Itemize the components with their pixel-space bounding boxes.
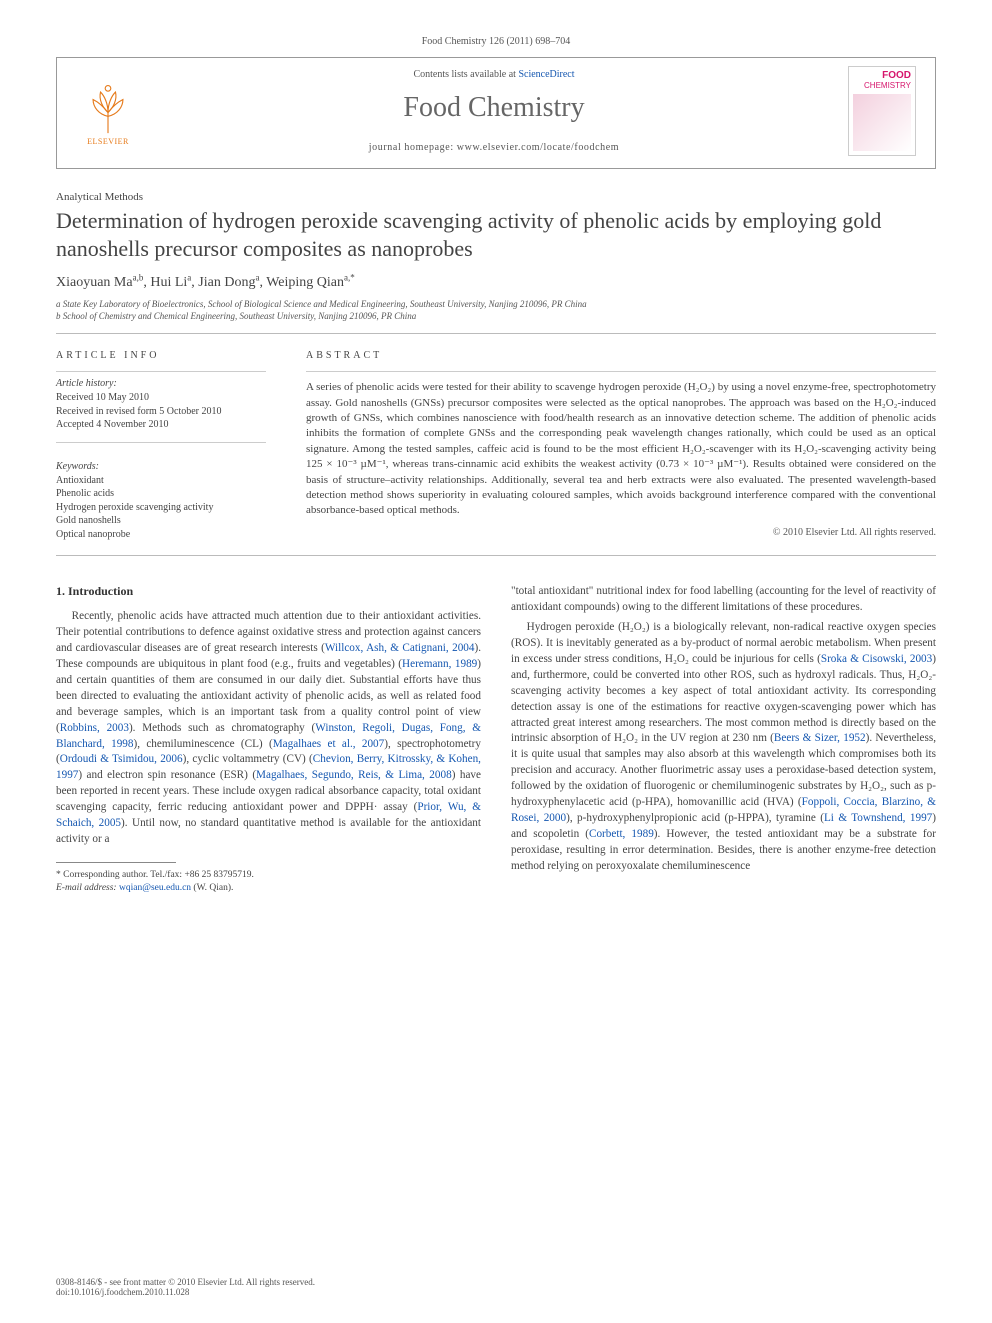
journal-homepage-line: journal homepage: www.elsevier.com/locat… — [145, 142, 843, 153]
publisher-logo-area: ELSEVIER — [71, 66, 145, 156]
article-info-heading: ARTICLE INFO — [56, 350, 266, 361]
intro-continuation: "total antioxidant" nutritional index fo… — [511, 584, 936, 616]
intro-paragraph-1: Recently, phenolic acids have attracted … — [56, 609, 481, 848]
sciencedirect-link[interactable]: ScienceDirect — [518, 69, 574, 80]
journal-title: Food Chemistry — [145, 92, 843, 124]
article-section-tag: Analytical Methods — [56, 191, 936, 203]
email-footnote: E-mail address: wqian@seu.edu.cn (W. Qia… — [56, 882, 481, 895]
cover-image-placeholder — [853, 94, 911, 151]
keyword: Antioxidant — [56, 474, 266, 488]
citation-link[interactable]: Magalhaes, Segundo, Reis, & Lima, 2008 — [256, 769, 452, 781]
keyword: Hydrogen peroxide scavenging activity — [56, 501, 266, 515]
elsevier-tree-icon: ELSEVIER — [77, 76, 139, 146]
intro-paragraph-2: Hydrogen peroxide (H₂O₂) is a biological… — [511, 620, 936, 875]
journal-header-box: ELSEVIER Contents lists available at Sci… — [56, 57, 936, 169]
email-author: (W. Qian). — [193, 883, 233, 893]
keyword: Gold nanoshells — [56, 514, 266, 528]
column-left: 1. Introduction Recently, phenolic acids… — [56, 584, 481, 894]
abstract-heading: ABSTRACT — [306, 350, 936, 361]
email-label: E-mail address: — [56, 883, 117, 893]
citation-link[interactable]: Beers & Sizer, 1952 — [774, 732, 866, 744]
history-received: Received 10 May 2010 — [56, 391, 266, 405]
homepage-prefix: journal homepage: — [369, 142, 457, 153]
section-1-heading: 1. Introduction — [56, 584, 481, 599]
keyword: Optical nanoprobe — [56, 528, 266, 542]
journal-cover-thumbnail: FOOD CHEMISTRY — [848, 66, 916, 156]
history-accepted: Accepted 4 November 2010 — [56, 418, 266, 432]
info-divider — [56, 442, 266, 443]
citation-link[interactable]: Ordoudi & Tsimidou, 2006 — [60, 753, 183, 765]
column-right: "total antioxidant" nutritional index fo… — [511, 584, 936, 894]
affiliation-a: a State Key Laboratory of Bioelectronics… — [56, 299, 936, 309]
body-columns: 1. Introduction Recently, phenolic acids… — [56, 584, 936, 894]
divider — [56, 333, 936, 334]
citation-link[interactable]: Sroka & Cisowski, 2003 — [821, 653, 932, 665]
citation-link[interactable]: Li & Townshend, 1997 — [824, 812, 932, 824]
front-matter-line: 0308-8146/$ - see front matter © 2010 El… — [56, 1277, 315, 1287]
abstract-divider — [306, 371, 936, 372]
cover-brand-line2: CHEMISTRY — [853, 81, 911, 90]
homepage-url[interactable]: www.elsevier.com/locate/foodchem — [457, 142, 619, 153]
author-list: Xiaoyuan Maa,b, Hui Lia, Jian Donga, Wei… — [56, 275, 936, 291]
citation-link[interactable]: Heremann, 1989 — [402, 658, 477, 670]
article-title: Determination of hydrogen peroxide scave… — [56, 207, 936, 263]
abstract-text: A series of phenolic acids were tested f… — [306, 380, 936, 519]
citation-link[interactable]: Willcox, Ash, & Catignani, 2004 — [325, 642, 475, 654]
history-label: Article history: — [56, 378, 266, 389]
citation-link[interactable]: Corbett, 1989 — [589, 828, 654, 840]
history-revised: Received in revised form 5 October 2010 — [56, 405, 266, 419]
corresponding-author-footnote: * Corresponding author. Tel./fax: +86 25… — [56, 869, 481, 882]
keyword: Phenolic acids — [56, 487, 266, 501]
citation-link[interactable]: Robbins, 2003 — [60, 722, 129, 734]
journal-reference: Food Chemistry 126 (2011) 698–704 — [56, 36, 936, 47]
divider — [56, 555, 936, 556]
keywords-label: Keywords: — [56, 461, 266, 472]
contents-available-line: Contents lists available at ScienceDirec… — [145, 69, 843, 80]
doi-footer: 0308-8146/$ - see front matter © 2010 El… — [56, 1277, 315, 1297]
info-divider — [56, 371, 266, 372]
citation-link[interactable]: Magalhaes et al., 2007 — [273, 738, 385, 750]
publisher-name: ELSEVIER — [87, 137, 129, 146]
article-info-row: ARTICLE INFO Article history: Received 1… — [56, 344, 936, 541]
contents-prefix: Contents lists available at — [413, 69, 518, 80]
abstract-copyright: © 2010 Elsevier Ltd. All rights reserved… — [306, 527, 936, 538]
affiliation-b: b School of Chemistry and Chemical Engin… — [56, 311, 936, 321]
cover-brand-line1: FOOD — [853, 71, 911, 81]
corresponding-email-link[interactable]: wqian@seu.edu.cn — [119, 883, 191, 893]
doi-value: doi:10.1016/j.foodchem.2010.11.028 — [56, 1287, 315, 1297]
footnote-separator — [56, 862, 176, 863]
